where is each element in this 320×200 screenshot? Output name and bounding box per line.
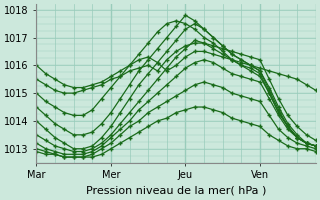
X-axis label: Pression niveau de la mer( hPa ): Pression niveau de la mer( hPa ) xyxy=(86,186,266,196)
